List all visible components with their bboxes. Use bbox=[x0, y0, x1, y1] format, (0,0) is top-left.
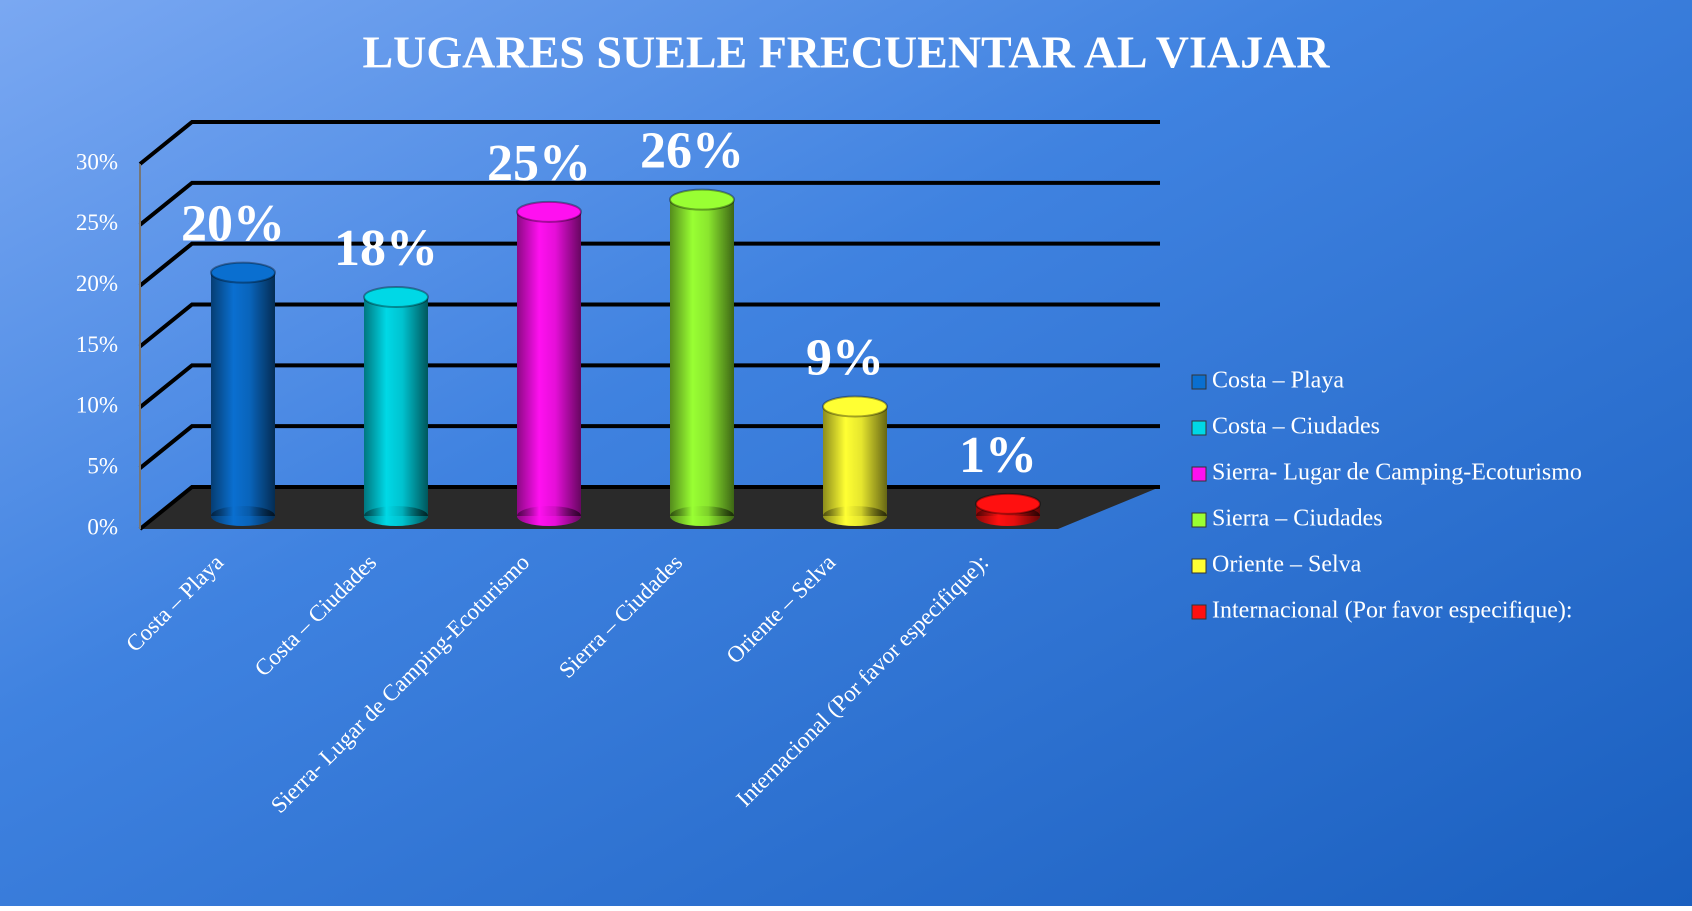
bar-shade bbox=[517, 211, 581, 517]
bar-top bbox=[363, 286, 429, 308]
bar-top bbox=[669, 188, 735, 211]
y-tick-label: 0% bbox=[87, 514, 118, 539]
bar-shade bbox=[364, 297, 428, 516]
bar-top bbox=[210, 261, 276, 284]
data-label: 20% bbox=[181, 196, 285, 253]
bar-top bbox=[822, 395, 888, 418]
chart-title: LUGARES SUELE FRECUENTAR AL VIAJAR bbox=[362, 27, 1330, 78]
legend-swatch bbox=[1191, 374, 1207, 390]
legend-swatch bbox=[1191, 466, 1207, 482]
legend-label: Oriente – Selva bbox=[1212, 552, 1362, 578]
grid-line bbox=[138, 241, 1160, 288]
legend-swatch bbox=[1191, 604, 1207, 620]
y-tick-label: 10% bbox=[76, 393, 118, 418]
bar-shade bbox=[211, 272, 275, 516]
y-tick-label: 30% bbox=[76, 149, 118, 174]
data-label: 9% bbox=[806, 329, 884, 386]
grid-line bbox=[138, 363, 1160, 409]
bar-shade bbox=[670, 199, 734, 516]
data-label: 25% bbox=[487, 135, 591, 192]
data-label: 1% bbox=[959, 427, 1037, 484]
legend-swatch bbox=[1191, 512, 1207, 528]
legend-label: Internacional (Por favor especifique): bbox=[1212, 598, 1573, 624]
grid-line bbox=[138, 180, 1160, 227]
grid-line bbox=[138, 302, 1160, 349]
bar-top bbox=[516, 200, 582, 223]
legend-swatch bbox=[1191, 420, 1207, 436]
bar-shade bbox=[823, 406, 887, 516]
bar-top bbox=[975, 492, 1041, 515]
y-tick-label: 5% bbox=[87, 453, 118, 478]
grid-line bbox=[138, 120, 1160, 166]
legend-swatch bbox=[1191, 558, 1207, 574]
data-label: 18% bbox=[334, 220, 438, 277]
y-tick-label: 20% bbox=[76, 271, 118, 296]
data-label: 26% bbox=[640, 123, 744, 180]
y-tick-label: 15% bbox=[76, 332, 118, 357]
legend-label: Sierra- Lugar de Camping-Ecoturismo bbox=[1212, 460, 1582, 486]
legend-label: Costa – Playa bbox=[1212, 368, 1344, 394]
legend-label: Sierra – Ciudades bbox=[1212, 506, 1383, 532]
y-tick-label: 25% bbox=[76, 210, 118, 235]
legend-label: Costa – Ciudades bbox=[1212, 414, 1380, 440]
